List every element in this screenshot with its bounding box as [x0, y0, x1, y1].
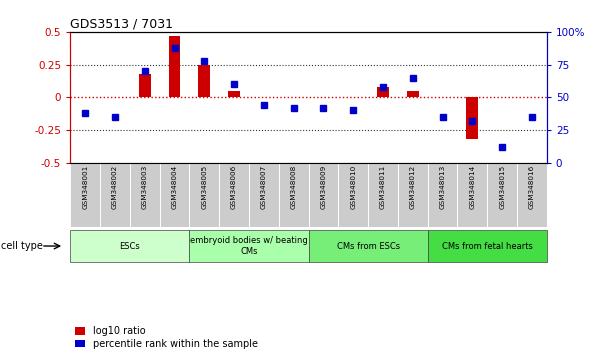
Bar [407, 91, 419, 97]
Text: GSM348004: GSM348004 [172, 165, 178, 209]
Text: GSM348005: GSM348005 [201, 165, 207, 209]
Bar [466, 97, 478, 139]
Text: GSM348011: GSM348011 [380, 165, 386, 209]
Text: ESCs: ESCs [120, 241, 140, 251]
Bar [377, 87, 389, 97]
Text: GSM348012: GSM348012 [410, 165, 416, 209]
Text: cell type: cell type [1, 241, 43, 251]
Text: GSM348015: GSM348015 [499, 165, 505, 209]
Text: GSM348006: GSM348006 [231, 165, 237, 209]
Text: GSM348002: GSM348002 [112, 165, 118, 209]
Text: GSM348001: GSM348001 [82, 165, 88, 209]
Legend: log10 ratio, percentile rank within the sample: log10 ratio, percentile rank within the … [75, 326, 258, 349]
Text: GSM348016: GSM348016 [529, 165, 535, 209]
Text: GSM348003: GSM348003 [142, 165, 148, 209]
Text: embryoid bodies w/ beating
CMs: embryoid bodies w/ beating CMs [190, 236, 308, 256]
Text: CMs from fetal hearts: CMs from fetal hearts [442, 241, 533, 251]
Text: GSM348008: GSM348008 [291, 165, 297, 209]
Bar [199, 64, 210, 97]
Text: GSM348010: GSM348010 [350, 165, 356, 209]
Text: GSM348007: GSM348007 [261, 165, 267, 209]
Text: GSM348014: GSM348014 [469, 165, 475, 209]
Bar [169, 36, 180, 97]
Text: GSM348013: GSM348013 [439, 165, 445, 209]
Bar [139, 74, 151, 97]
Text: GDS3513 / 7031: GDS3513 / 7031 [70, 18, 174, 31]
Text: CMs from ESCs: CMs from ESCs [337, 241, 400, 251]
Text: GSM348009: GSM348009 [320, 165, 326, 209]
Bar [228, 91, 240, 97]
